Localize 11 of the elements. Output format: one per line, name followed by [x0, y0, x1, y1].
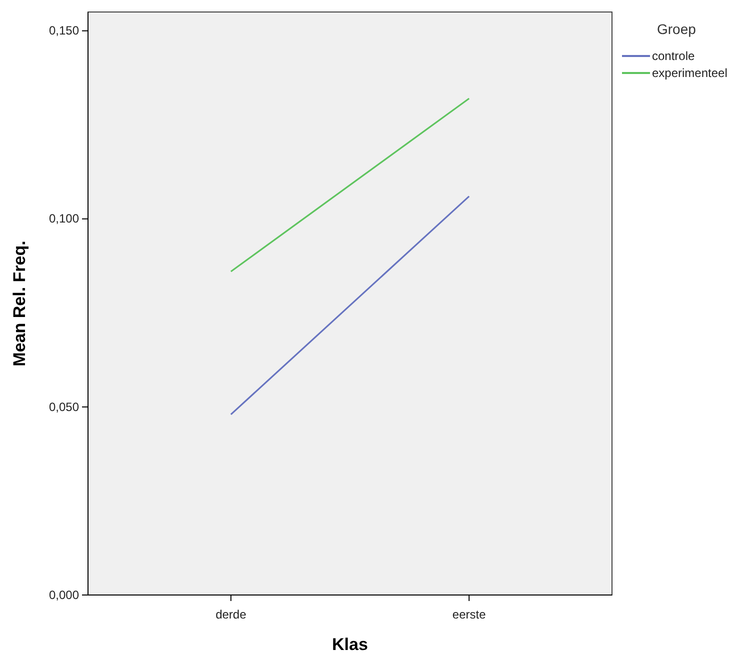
x-tick-label: eerste — [452, 607, 486, 622]
x-tick-label: derde — [216, 607, 247, 622]
x-axis-title: Klas — [332, 635, 368, 654]
y-tick-label: 0,100 — [48, 212, 80, 226]
y-tick-label: 0,150 — [48, 24, 80, 38]
legend-label: experimenteel — [652, 66, 728, 80]
y-axis-title: Mean Rel. Freq. — [10, 240, 29, 366]
y-tick-label: 0,000 — [48, 588, 80, 602]
legend-title: Groep — [657, 21, 696, 37]
y-tick-label: 0,050 — [48, 400, 80, 414]
legend-label: controle — [652, 49, 696, 63]
